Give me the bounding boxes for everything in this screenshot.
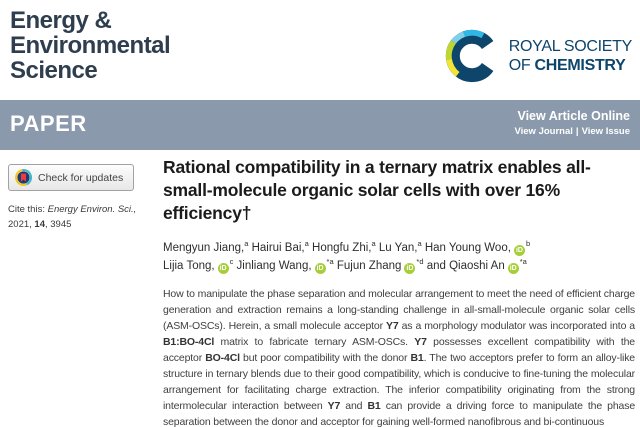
affiliation-superscript: *d bbox=[416, 257, 424, 267]
abstract-segment: . The two acceptors prefer to form an al… bbox=[163, 352, 636, 412]
view-journal-issue-links: View Journal | View Issue bbox=[514, 126, 630, 137]
citation-block: Cite this: Energy Environ. Sci., 2021, 1… bbox=[8, 202, 160, 232]
affiliation-superscript: a bbox=[417, 239, 422, 249]
abstract-segment: matrix to fabricate ternary ASM-OSCs. bbox=[214, 336, 415, 348]
author-name-text: Jinliang Wang, bbox=[236, 260, 312, 272]
abstract-text: How to manipulate the phase separation a… bbox=[163, 286, 635, 427]
affiliation-superscript: *a bbox=[519, 257, 527, 267]
abstract-segment: but poor compatibility with the donor bbox=[239, 352, 411, 364]
orcid-icon[interactable]: iD bbox=[404, 263, 416, 274]
cite-prefix: Cite this: bbox=[8, 204, 48, 215]
abstract-segment: possesses excellent compatibility with t… bbox=[163, 336, 635, 364]
orcid-icon[interactable]: iD bbox=[513, 245, 525, 256]
check-for-updates-button[interactable]: Check for updates bbox=[8, 164, 135, 191]
affiliation-superscript: c bbox=[229, 257, 234, 267]
orcid-icon[interactable]: iD bbox=[507, 263, 519, 274]
abstract-segment: as a morphology modulator was incorporat… bbox=[398, 320, 636, 332]
article-type-banner: PAPER View Article Online View Journal | V… bbox=[0, 100, 640, 150]
abstract-bold-term: B1 bbox=[410, 352, 424, 364]
rsc-logo: ROYAL SOCIETY OF CHEMISTRY bbox=[443, 27, 632, 85]
author-name-text: Fujun Zhang bbox=[336, 260, 402, 272]
cite-year: 2021, bbox=[8, 219, 35, 230]
crossmark-icon bbox=[15, 169, 32, 186]
journal-title: Energy & Environmental Science bbox=[10, 7, 171, 84]
affiliation-superscript: a bbox=[304, 239, 309, 249]
view-issue-link[interactable]: View Issue bbox=[581, 126, 630, 137]
rsc-c-mark-icon bbox=[443, 27, 501, 85]
author-name-text: Lu Yan, bbox=[378, 242, 418, 254]
author-name-text: and Qiaoshi An bbox=[426, 260, 505, 272]
check-for-updates-label: Check for updates bbox=[38, 171, 124, 184]
abstract-bold-term: BO-4Cl bbox=[205, 352, 240, 364]
abstract-bold-term: B1:BO-4Cl bbox=[163, 336, 215, 348]
abstract-segment: How to manipulate the phase separation a… bbox=[163, 288, 635, 332]
affiliation-superscript: *a bbox=[326, 257, 334, 267]
article-title: Rational compatibility in a ternary matr… bbox=[163, 157, 591, 223]
rsc-wordmark-line1: ROYAL SOCIETY bbox=[508, 38, 633, 55]
author-list: Mengyun Jiang,a Hairui Bai,a Hongfu Zhi,… bbox=[163, 239, 639, 275]
author-name: Hairui Bai,a bbox=[251, 239, 309, 254]
orcid-icon[interactable]: iD bbox=[314, 263, 326, 274]
journal-title-line: Energy & bbox=[10, 7, 112, 34]
abstract-bold-term: Y7 bbox=[414, 336, 427, 348]
abstract-bold-term: Y7 bbox=[327, 400, 341, 412]
author-name-text: Mengyun Jiang, bbox=[163, 242, 245, 254]
author-name-text: Han Young Woo, bbox=[424, 242, 511, 254]
author-name: Fujun Zhang iD*d bbox=[336, 257, 424, 274]
author-name: Jinliang Wang, iD*a bbox=[236, 257, 334, 274]
author-name-text: Hairui Bai, bbox=[251, 242, 305, 254]
cite-journal-name: Energy Environ. Sci., bbox=[47, 204, 137, 215]
abstract-bold-term: B1 bbox=[367, 400, 381, 412]
affiliation-superscript: b bbox=[525, 239, 531, 249]
affiliation-superscript: a bbox=[371, 239, 376, 249]
view-journal-link[interactable]: View Journal bbox=[514, 126, 573, 137]
affiliation-superscript: a bbox=[244, 239, 249, 249]
author-name: Lijia Tong, iDc bbox=[163, 257, 234, 274]
author-name: Lu Yan,a bbox=[378, 239, 422, 254]
cite-pages: , 3945 bbox=[45, 219, 72, 230]
cite-volume: 14 bbox=[34, 219, 45, 230]
author-name: and Qiaoshi An iD*a bbox=[426, 257, 527, 274]
author-name-text: Hongfu Zhi, bbox=[312, 242, 372, 254]
author-name: Han Young Woo, iDb bbox=[424, 239, 531, 256]
link-separator: | bbox=[575, 126, 579, 137]
orcid-icon[interactable]: iD bbox=[217, 263, 229, 274]
abstract-segment: and bbox=[340, 400, 368, 412]
journal-title-line: Environmental bbox=[10, 32, 171, 59]
abstract-bold-term: Y7 bbox=[386, 320, 399, 332]
author-name: Mengyun Jiang,a bbox=[163, 239, 249, 254]
abstract-segment: can provide a driving force to manipulat… bbox=[163, 400, 636, 427]
banner-links: View Article Online View Journal | View Is… bbox=[514, 109, 630, 137]
view-article-online-link[interactable]: View Article Online bbox=[517, 109, 630, 123]
rsc-wordmark: ROYAL SOCIETY OF CHEMISTRY bbox=[508, 37, 633, 75]
author-name: Hongfu Zhi,a bbox=[312, 239, 376, 254]
rsc-wordmark-line2-bold: CHEMISTRY bbox=[534, 57, 626, 74]
rsc-wordmark-line2-prefix: OF bbox=[508, 57, 535, 74]
journal-title-line: Science bbox=[10, 57, 98, 84]
article-type-label: PAPER bbox=[10, 111, 87, 136]
author-name-text: Lijia Tong, bbox=[163, 260, 215, 272]
